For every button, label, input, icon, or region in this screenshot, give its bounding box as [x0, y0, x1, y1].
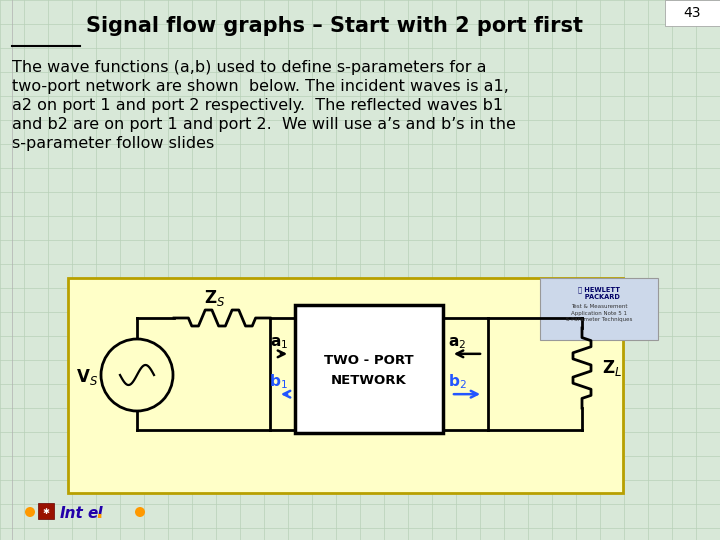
Text: Test & Measurement
Application Note 5 1
S Parameter Techniques: Test & Measurement Application Note 5 1 …	[566, 304, 632, 322]
Text: b$_1$: b$_1$	[269, 373, 288, 391]
Text: Z$_L$: Z$_L$	[602, 358, 622, 378]
Circle shape	[25, 507, 35, 517]
Text: a2 on port 1 and port 2 respectively.  The reflected waves b1: a2 on port 1 and port 2 respectively. Th…	[12, 98, 503, 113]
Text: NETWORK: NETWORK	[331, 374, 407, 387]
Text: Z$_S$: Z$_S$	[204, 288, 225, 308]
Circle shape	[135, 507, 145, 517]
Bar	[295, 305, 443, 433]
Text: a$_1$: a$_1$	[270, 335, 288, 351]
Bar	[38, 503, 54, 519]
Text: V$_S$: V$_S$	[76, 367, 98, 387]
Text: s-parameter follow slides: s-parameter follow slides	[12, 136, 215, 151]
Text: and b2 are on port 1 and port 2.  We will use a’s and b’s in the: and b2 are on port 1 and port 2. We will…	[12, 117, 516, 132]
Circle shape	[101, 339, 173, 411]
Text: ✱: ✱	[42, 507, 50, 516]
Text: b$_2$: b$_2$	[448, 373, 467, 391]
Bar	[540, 278, 658, 340]
Text: Ⓢ HEWLETT
   PACKARD: Ⓢ HEWLETT PACKARD	[578, 286, 620, 300]
Bar	[68, 278, 623, 493]
Text: el: el	[87, 505, 103, 521]
Bar	[665, 0, 720, 26]
Text: a$_2$: a$_2$	[448, 335, 466, 351]
Text: The wave functions (a,b) used to define s-parameters for a: The wave functions (a,b) used to define …	[12, 60, 487, 75]
Text: Int: Int	[60, 505, 84, 521]
Text: .: .	[96, 503, 104, 523]
Text: Signal flow graphs – Start with 2 port first: Signal flow graphs – Start with 2 port f…	[86, 16, 583, 36]
Text: two-port network are shown  below. The incident waves is a1,: two-port network are shown below. The in…	[12, 79, 509, 94]
Text: 43: 43	[683, 6, 701, 20]
Text: TWO - PORT: TWO - PORT	[324, 354, 414, 367]
